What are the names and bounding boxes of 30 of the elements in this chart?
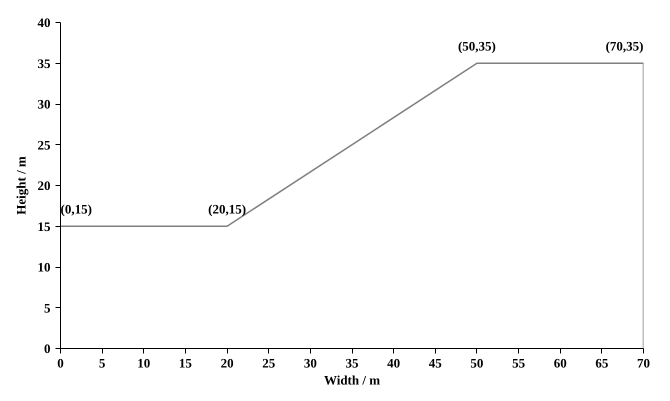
x-tick-label: 25 [262,356,276,370]
x-tick-label: 65 [595,356,609,370]
annotation: (0,15) [60,201,92,216]
y-tick-label: 20 [38,178,50,193]
x-axis-title: Width / m [324,372,380,388]
x-tick-label: 70 [637,356,650,370]
y-tick-label: 40 [38,15,50,30]
y-tick-label: 30 [38,96,50,112]
x-tick-label: 10 [137,356,150,370]
x-tick-label: 35 [346,356,359,370]
x-tick-label: 30 [304,356,317,370]
x-tick-label: 15 [178,356,192,370]
y-tick-label: 15 [38,218,51,234]
x-tick-label: 5 [98,356,106,370]
x-tick-label: 0 [57,356,64,370]
y-tick-label: 35 [38,56,51,71]
y-tick-label: 0 [44,341,50,356]
x-tick-label: 20 [220,356,234,370]
y-axis-title: Height / m [14,156,28,215]
x-tick-label: 50 [470,356,484,370]
annotation: (70,35) [606,38,644,54]
y-tick-label: 25 [38,137,51,152]
annotation: (50,35) [458,38,496,54]
y-tick-label: 10 [38,260,50,274]
y-tick-label: 5 [44,300,51,316]
x-tick-label: 55 [512,356,526,370]
annotation: (20,15) [208,201,246,216]
x-tick-label: 40 [387,356,400,370]
x-tick-label: 60 [554,356,567,370]
x-tick-label: 45 [428,356,442,370]
